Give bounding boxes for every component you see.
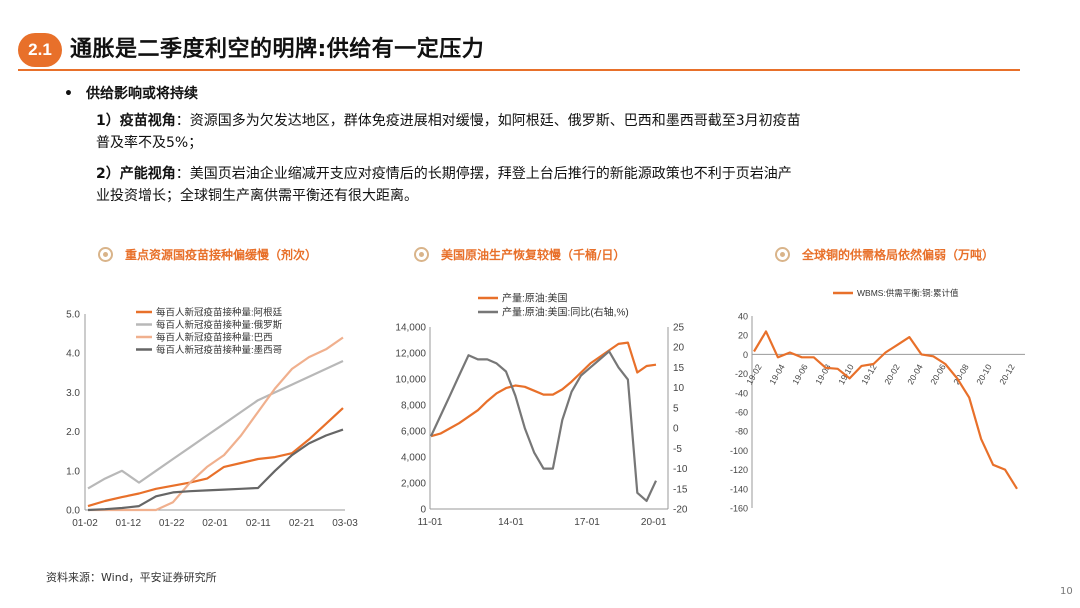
chart1-series-line bbox=[87, 360, 344, 490]
ring-bullet-icon bbox=[414, 247, 429, 262]
chart2-x-tick: 17-01 bbox=[574, 517, 600, 528]
chart3-x-tick: 20-02 bbox=[882, 362, 902, 386]
chart1-x-tick: 02-01 bbox=[202, 518, 228, 529]
paragraph-capacity-line2: 业投资增长；全球铜生产离供需平衡还有很大距离。 bbox=[96, 188, 418, 204]
chart3-y-tick: -100 bbox=[730, 446, 748, 456]
paragraph-vaccine: 1）疫苗视角：资源国多为欠发达地区，群体免疫进展相对缓慢，如阿根廷、俄罗斯、巴西… bbox=[96, 110, 1016, 154]
chart3-series-line bbox=[753, 330, 1018, 490]
chart1-series-line bbox=[87, 407, 344, 508]
chart3-y-tick: -20 bbox=[735, 369, 748, 379]
chart2-y2-tick: -5 bbox=[673, 444, 682, 455]
chart2-y2-tick: -20 bbox=[673, 505, 688, 516]
chart2-legend-label: 产量:原油:美国 bbox=[502, 292, 568, 305]
paragraph-vaccine-tag: 1）疫苗视角 bbox=[96, 113, 176, 129]
chart3-y-tick: 20 bbox=[738, 331, 748, 341]
chart2-series-line bbox=[430, 341, 657, 438]
chart2-title: 美国原油生产恢复较慢（千桶/日） bbox=[414, 246, 625, 263]
vaccine-chart: 0.01.02.03.04.05.001-02 01-12 01-22 02-01 02… bbox=[66, 288, 1025, 529]
chart1-legend-label: 每百人新冠疫苗接种量:墨西哥 bbox=[156, 344, 282, 356]
chart3-y-tick: -80 bbox=[735, 427, 748, 437]
chart3-x-tick: 19-04 bbox=[767, 362, 787, 386]
chart3-y-tick: 0 bbox=[743, 350, 748, 360]
paragraph-capacity-tag: 2）产能视角 bbox=[96, 166, 176, 182]
chart2-y-tick: 0 bbox=[420, 505, 426, 516]
chart1-y-tick: 2.0 bbox=[66, 427, 80, 438]
chart2-y2-tick: 25 bbox=[673, 323, 685, 334]
bullet-main: • 供给影响或将持续 bbox=[64, 83, 198, 103]
chart1-y-tick: 4.0 bbox=[66, 349, 80, 360]
chart3-y-tick: -160 bbox=[730, 504, 748, 514]
page-number: 10 bbox=[1060, 586, 1073, 597]
chart2-y2-tick: 10 bbox=[673, 383, 685, 394]
chart3-x-tick: 19-02 bbox=[744, 362, 764, 386]
chart3-title: 全球铜的供需格局依然偏弱（万吨） bbox=[775, 246, 994, 263]
chart2-x-tick: 14-01 bbox=[498, 517, 524, 528]
chart3-x-tick: 19-06 bbox=[790, 362, 810, 386]
ring-bullet-icon bbox=[98, 247, 113, 262]
chart3-y-tick: -60 bbox=[735, 408, 748, 418]
chart1-legend-label: 每百人新冠疫苗接种量:俄罗斯 bbox=[156, 319, 283, 331]
section-badge: 2.1 bbox=[18, 33, 62, 67]
chart2-y2-tick: 0 bbox=[673, 424, 679, 435]
chart2-y-tick: 2,000 bbox=[401, 479, 426, 490]
chart1-legend-label: 每百人新冠疫苗接种量:阿根廷 bbox=[156, 307, 283, 319]
paragraph-capacity: 2）产能视角：美国页岩油企业缩减开支应对疫情后的长期停摆，拜登上台后推行的新能源… bbox=[96, 163, 1016, 207]
charts-row: 重点资源国疫苗接种偏缓慢（剂次） 美国原油生产恢复较慢（千桶/日） 全球铜的供需… bbox=[40, 246, 1040, 536]
chart1-x-tick: 02-11 bbox=[246, 518, 271, 529]
chart3-y-tick: 40 bbox=[738, 312, 748, 322]
chart1-y-tick: 5.0 bbox=[66, 310, 80, 321]
chart3-title-text: 全球铜的供需格局依然偏弱（万吨） bbox=[802, 248, 995, 262]
chart2-y-tick: 10,000 bbox=[395, 375, 426, 386]
bullet-dot: • bbox=[64, 86, 73, 102]
chart1-x-tick: 01-02 bbox=[72, 518, 98, 529]
paragraph-vaccine-line1: ：资源国多为欠发达地区，群体免疫进展相对缓慢，如阿根廷、俄罗斯、巴西和墨西哥截至… bbox=[175, 113, 801, 129]
chart2-y-tick: 4,000 bbox=[401, 453, 426, 464]
chart3-y-tick: -120 bbox=[730, 465, 748, 475]
chart3-legend-label: WBMS:供需平衡:铜:累计值 bbox=[857, 288, 959, 298]
chart1-series-line bbox=[87, 428, 344, 512]
ring-bullet-icon bbox=[775, 247, 790, 262]
chart2-series-line bbox=[430, 350, 657, 502]
chart1-y-tick: 0.0 bbox=[66, 506, 80, 517]
chart1-y-tick: 3.0 bbox=[66, 388, 80, 399]
chart1-x-tick: 01-22 bbox=[159, 518, 185, 529]
paragraph-capacity-line1: ：美国页岩油企业缩减开支应对疫情后的长期停摆，拜登上台后推行的新能源政策也不利于… bbox=[175, 166, 792, 182]
chart2-title-text: 美国原油生产恢复较慢（千桶/日） bbox=[441, 248, 626, 262]
chart1-y-tick: 1.0 bbox=[66, 466, 80, 477]
chart1-title-text: 重点资源国疫苗接种偏缓慢（剂次） bbox=[125, 248, 318, 262]
chart1-title: 重点资源国疫苗接种偏缓慢（剂次） bbox=[98, 246, 317, 263]
chart2-y-tick: 14,000 bbox=[395, 323, 426, 334]
chart1-x-tick: 02-21 bbox=[289, 518, 315, 529]
chart3-y-tick: -40 bbox=[735, 388, 748, 398]
chart3-x-tick: 20-10 bbox=[974, 362, 994, 386]
source-note: 资料来源：Wind，平安证券研究所 bbox=[46, 571, 217, 584]
chart2-y2-tick: 15 bbox=[673, 363, 685, 374]
chart3-y-tick: -140 bbox=[730, 484, 748, 494]
chart2-y2-tick: -15 bbox=[673, 484, 688, 495]
chart2-x-tick: 11-01 bbox=[418, 517, 443, 528]
chart2-y2-tick: 20 bbox=[673, 343, 685, 354]
chart2-y2-tick: 5 bbox=[673, 403, 679, 414]
chart1-series-line bbox=[88, 336, 344, 512]
chart2-legend-label: 产量:原油:美国:同比(右轴,%) bbox=[502, 306, 629, 319]
chart2-y-tick: 6,000 bbox=[401, 427, 426, 438]
title-underline bbox=[18, 69, 1020, 71]
chart3-x-tick: 20-06 bbox=[928, 362, 948, 386]
chart1-x-tick: 03-03 bbox=[332, 518, 358, 529]
chart1-legend-label: 每百人新冠疫苗接种量:巴西 bbox=[156, 332, 273, 344]
chart3-x-tick: 20-12 bbox=[997, 362, 1017, 386]
chart2-x-tick: 20-01 bbox=[641, 517, 667, 528]
paragraph-vaccine-line2: 普及率不及5%； bbox=[96, 135, 203, 151]
chart2-y-tick: 12,000 bbox=[395, 349, 426, 360]
page-title: 通胀是二季度利空的明牌:供给有一定压力 bbox=[70, 37, 485, 62]
chart1-x-tick: 01-12 bbox=[116, 518, 142, 529]
chart2-y-tick: 8,000 bbox=[401, 401, 426, 412]
chart3-x-tick: 20-04 bbox=[905, 362, 925, 386]
bullet-main-text: 供给影响或将持续 bbox=[86, 86, 198, 102]
chart2-y2-tick: -10 bbox=[673, 464, 688, 475]
